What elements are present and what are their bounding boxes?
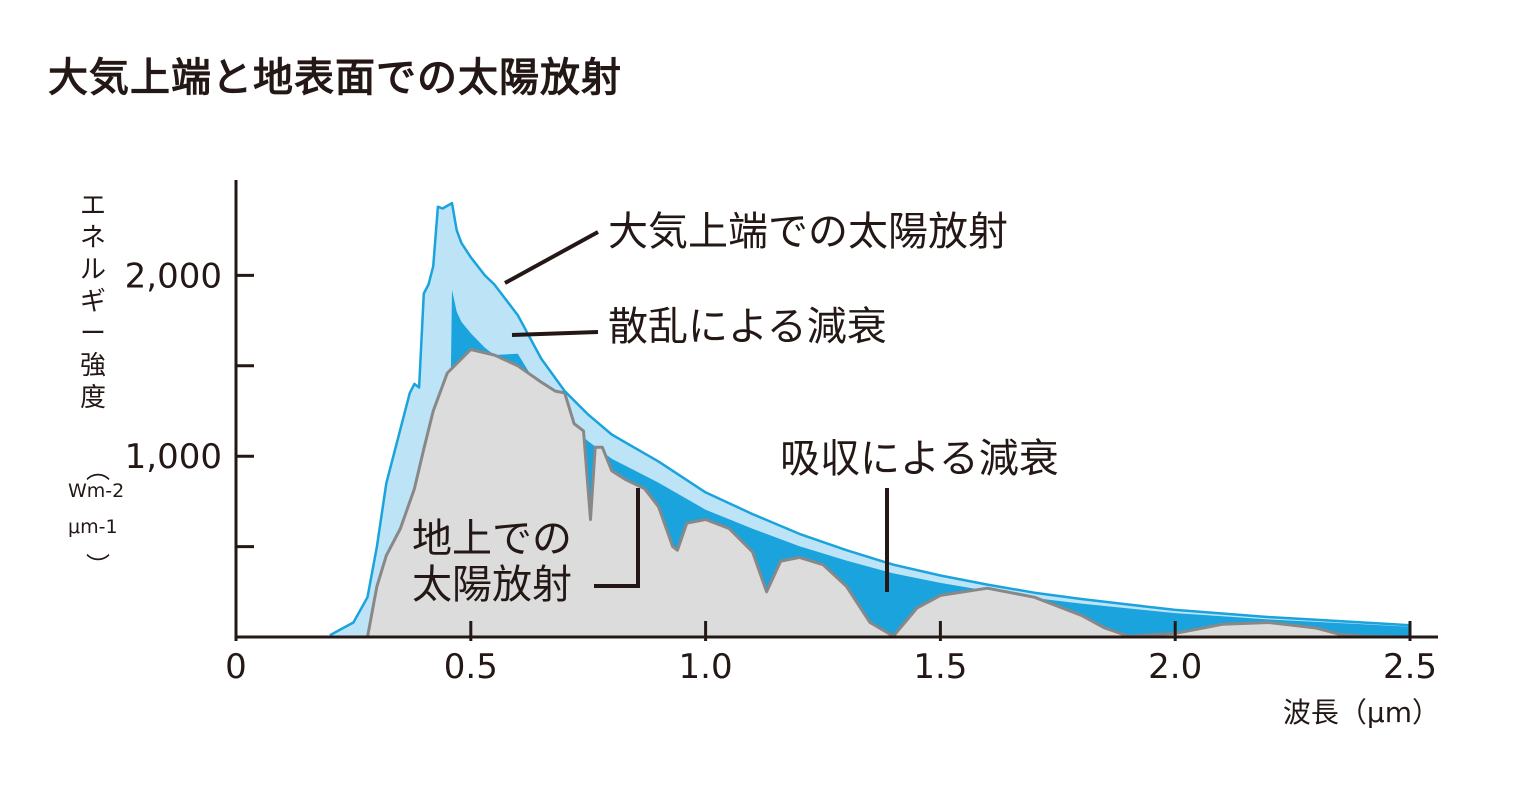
annotation-absorption: 吸収による減衰	[780, 436, 1059, 482]
x-tick-label: 0	[225, 647, 247, 687]
x-tick-label: 1.0	[679, 647, 733, 687]
x-tick-label: 1.5	[913, 647, 967, 687]
annotation-scattering: 散乱による減衰	[608, 304, 887, 350]
annotation-toa: 大気上端での太陽放射	[608, 209, 1008, 255]
annotation-ground-line2: 太陽放射	[412, 562, 572, 608]
x-tick-label: 2.0	[1148, 647, 1202, 687]
x-tick-label: 0.5	[444, 647, 498, 687]
leader-toa	[505, 232, 598, 283]
y-tick-label: 2,000	[125, 256, 222, 296]
y-tick-label: 1,000	[125, 437, 222, 477]
x-axis-label: 波長（μm）	[1283, 696, 1440, 729]
annotation-ground-line1: 地上での	[412, 516, 572, 562]
x-tick-label: 2.5	[1383, 647, 1437, 687]
